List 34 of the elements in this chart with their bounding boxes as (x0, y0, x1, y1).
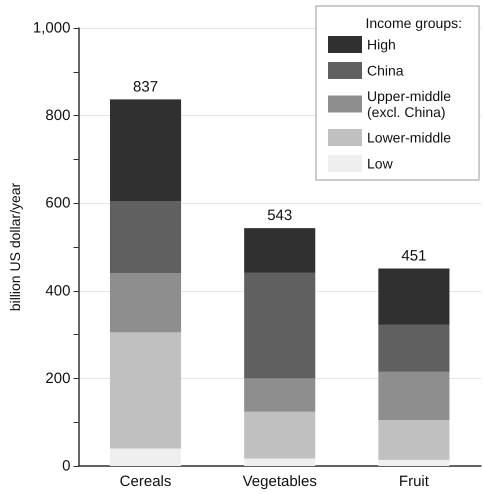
y-tick-label: 0 (62, 458, 70, 474)
bar (244, 272, 316, 378)
bar (244, 378, 316, 412)
x-tick-label: Fruit (398, 473, 430, 490)
bar (110, 332, 182, 448)
legend-label: Upper-middle (excl. China) (367, 88, 455, 120)
bar (110, 99, 182, 202)
legend-label: China (367, 62, 404, 78)
bar (244, 412, 316, 459)
y-tick-label: 400 (45, 282, 70, 300)
bar (378, 420, 450, 460)
y-axis-title: billion US dollar/year (7, 182, 23, 312)
bar (244, 228, 316, 273)
x-tick-label: Vegetables (242, 473, 317, 490)
bar (378, 268, 450, 325)
bar (110, 273, 182, 332)
x-tick-label: Cereals (120, 473, 172, 490)
bar (110, 448, 182, 466)
legend-label: Low (367, 156, 394, 172)
bar (110, 201, 182, 274)
y-tick-label: 200 (45, 370, 70, 387)
legend-title: Income groups: (366, 15, 462, 31)
bar (378, 372, 450, 420)
bar (244, 458, 316, 466)
total-label: 837 (133, 78, 158, 96)
y-tick-label: 800 (45, 107, 70, 124)
legend-label: Lower-middle (367, 130, 452, 146)
total-label: 543 (267, 207, 292, 224)
y-tick-label: 600 (45, 194, 70, 212)
y-tick-label: 1,000 (32, 20, 70, 36)
legend-label: High (367, 36, 396, 52)
total-label: 451 (401, 247, 426, 264)
bar (378, 324, 450, 372)
bar (378, 460, 450, 466)
